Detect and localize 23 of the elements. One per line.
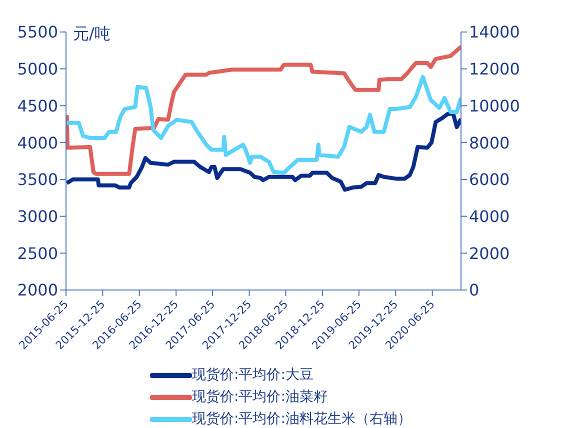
y-tick-label: 5500 — [17, 22, 58, 42]
y-tick-label: 3500 — [17, 170, 58, 190]
line-series — [66, 112, 461, 192]
legend-label: 现货价:平均价:大豆 — [192, 366, 314, 384]
y-tick-label: 4500 — [17, 96, 58, 116]
y-tick-label: 3000 — [17, 206, 58, 226]
line-series — [66, 44, 461, 176]
y2-tick-label: 12000 — [469, 60, 520, 79]
y-tick-label: 2000 — [17, 280, 58, 300]
y2-tick-label: 0 — [469, 280, 480, 300]
y2-tick-label: 10000 — [469, 96, 520, 116]
y2-tick-label: 2000 — [469, 244, 510, 263]
line-series — [66, 74, 461, 175]
y2-tick-label: 4000 — [469, 206, 510, 226]
y-tick-label: 4000 — [17, 133, 58, 152]
y2-tick-label: 8000 — [469, 133, 510, 152]
y2-tick-label: 14000 — [469, 22, 520, 42]
y-tick-label: 2500 — [17, 244, 58, 263]
y-tick-label: 5000 — [17, 60, 58, 79]
y-axis-title: 元/吨 — [73, 24, 110, 45]
y2-tick-label: 6000 — [469, 170, 510, 190]
legend-label: 现货价:平均价:油料花生米（右轴） — [192, 410, 412, 428]
legend-label: 现货价:平均价:油菜籽 — [192, 388, 328, 406]
